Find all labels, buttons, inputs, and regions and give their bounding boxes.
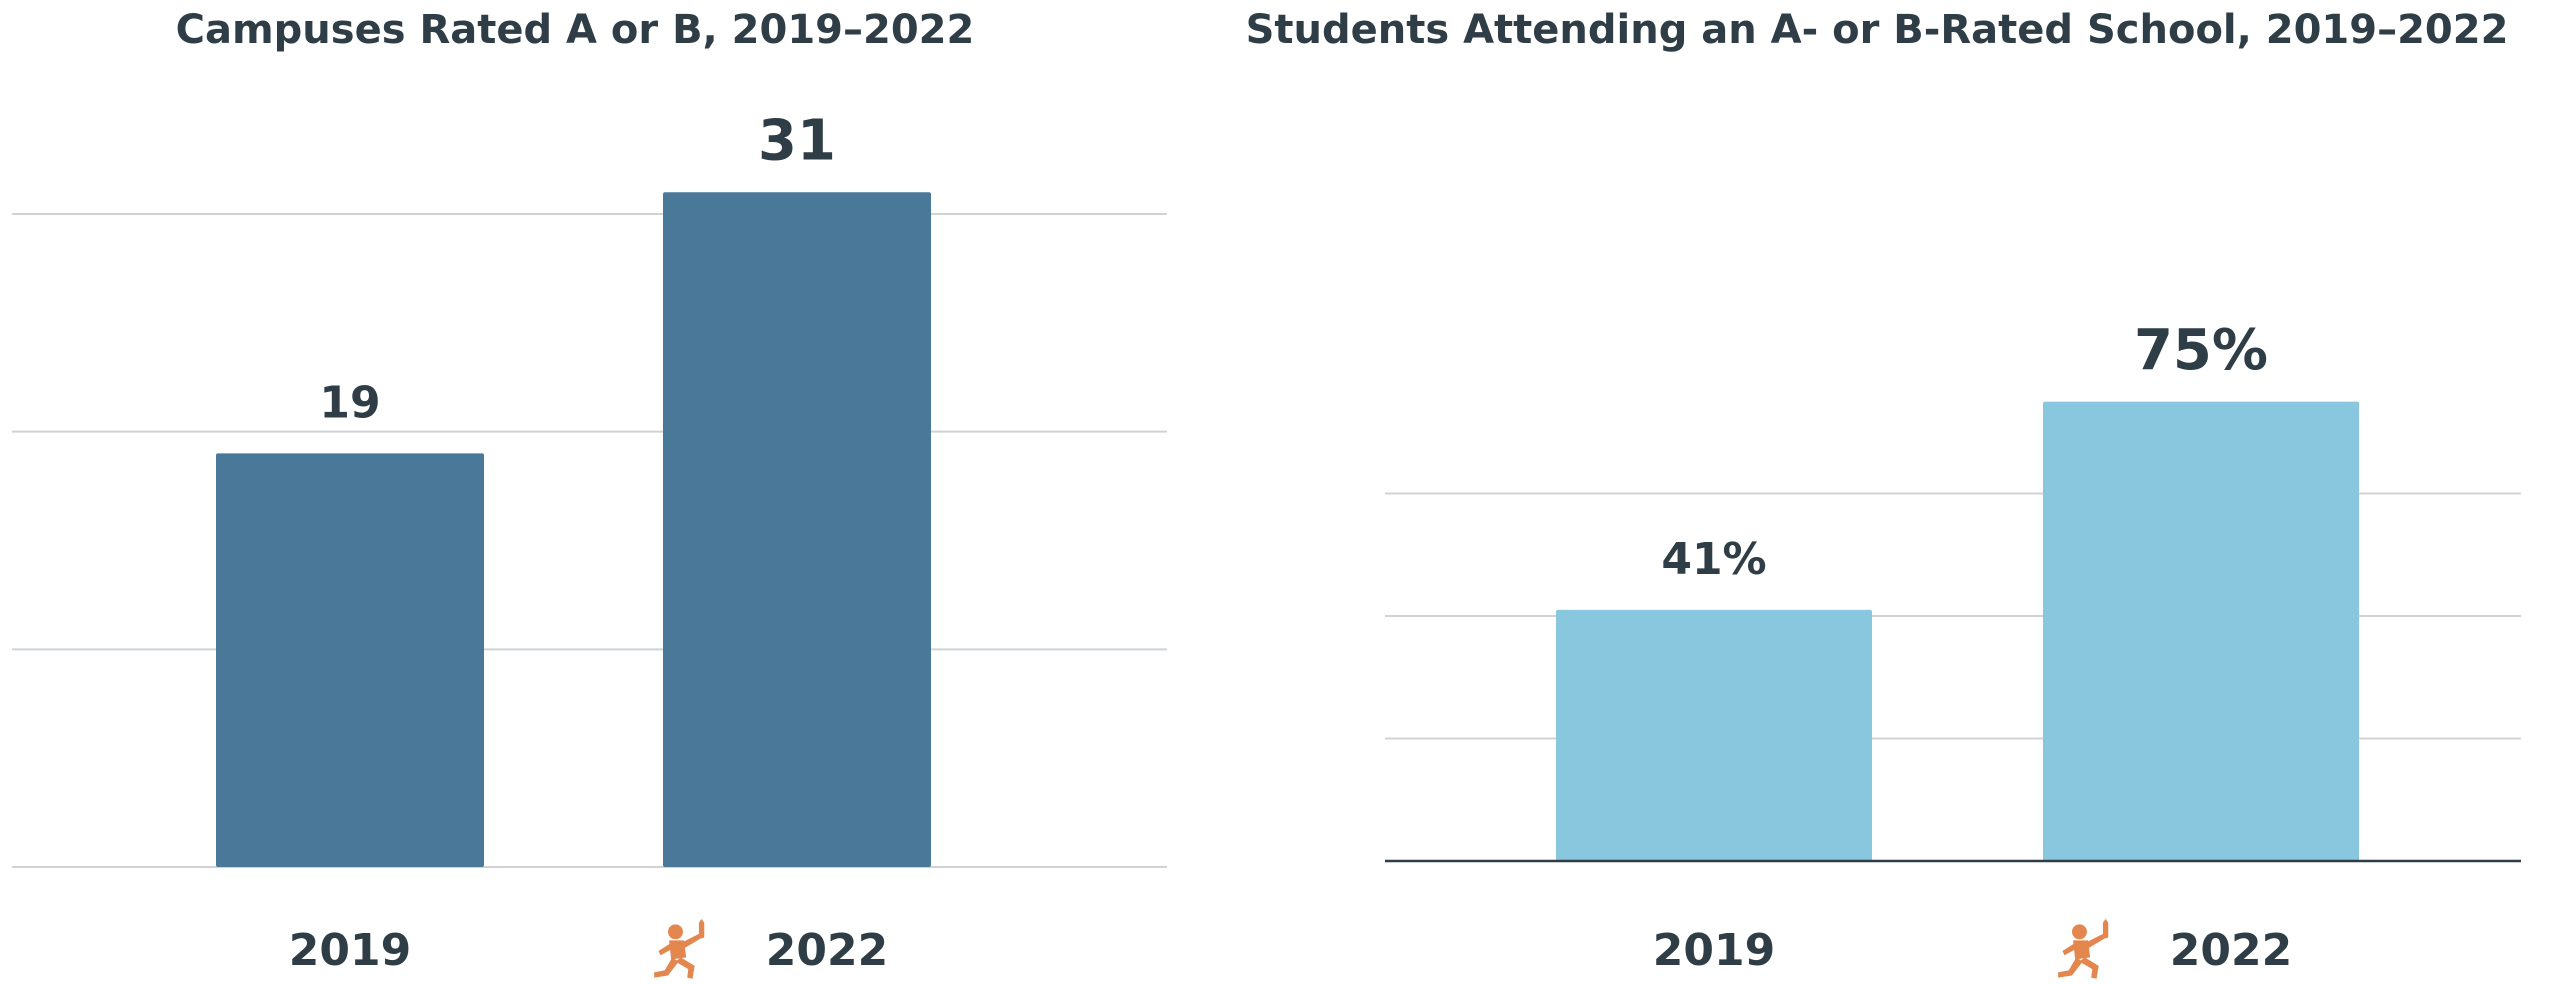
- data-label: 31: [758, 108, 836, 173]
- runner-with-torch-icon: [654, 919, 705, 979]
- bar-2022: [663, 192, 931, 867]
- x-tick-label: 2019: [1653, 925, 1775, 976]
- data-label: 41%: [1661, 534, 1766, 585]
- x-tick-label: 2022: [766, 925, 888, 976]
- x-tick-label: 2022: [2170, 925, 2292, 976]
- chart-title: Campuses Rated A or B, 2019–2022: [176, 7, 975, 53]
- students-chart: Students Attending an A- or B-Rated Scho…: [1246, 7, 2521, 979]
- runner-with-torch-icon: [2058, 919, 2109, 979]
- data-label: 19: [319, 377, 380, 428]
- data-label: 75%: [2134, 318, 2268, 383]
- bar-2019: [1556, 609, 1872, 861]
- campuses-chart: Campuses Rated A or B, 2019–2022 19 31 2019…: [12, 7, 1167, 979]
- bar-2022: [2043, 401, 2359, 861]
- chart-title: Students Attending an A- or B-Rated Scho…: [1246, 7, 2509, 53]
- x-tick-label: 2019: [289, 925, 411, 976]
- bar-2019: [216, 453, 484, 867]
